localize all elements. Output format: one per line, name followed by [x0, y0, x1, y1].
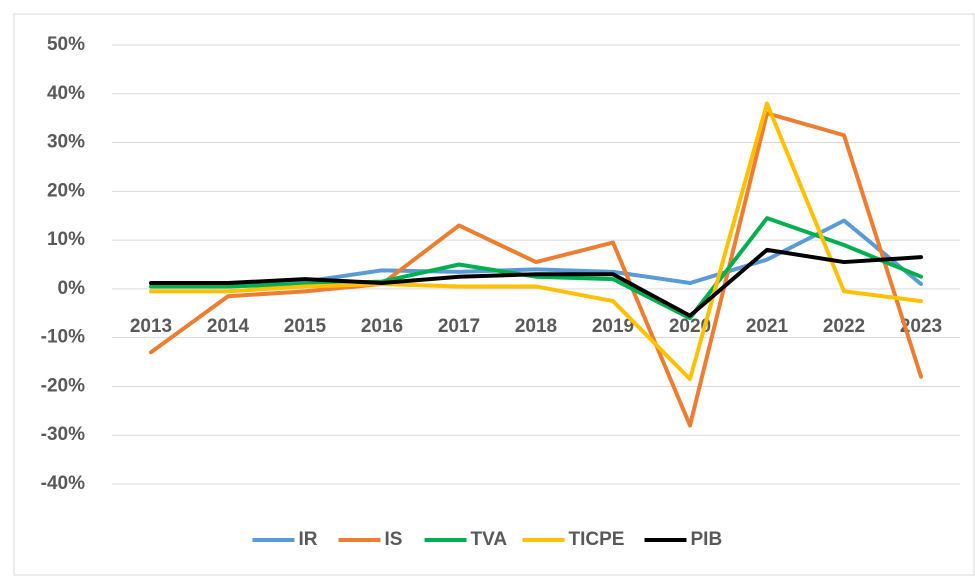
y-tick-label: -20% — [41, 375, 85, 396]
y-tick-label: 50% — [47, 34, 85, 55]
y-tick-label: -10% — [41, 327, 85, 348]
x-tick-label: 2019 — [592, 316, 634, 337]
chart-frame — [13, 13, 975, 576]
x-tick-label: 2017 — [438, 316, 480, 337]
x-tick-label: 2016 — [361, 316, 403, 337]
y-tick-label: 30% — [47, 132, 85, 153]
y-tick-label: -30% — [41, 424, 85, 445]
y-tick-label: -40% — [41, 473, 85, 494]
y-tick-label: 40% — [47, 83, 85, 104]
series-line — [149, 101, 923, 382]
x-tick-label: 2013 — [130, 316, 172, 337]
series-line — [149, 247, 923, 318]
series-line — [149, 111, 923, 428]
x-tick-label: 2022 — [823, 316, 865, 337]
x-tick-label: 2020 — [669, 316, 711, 337]
x-tick-label: 2014 — [207, 316, 250, 337]
x-tick-label: 2018 — [515, 316, 557, 337]
legend-label: IR — [299, 529, 318, 550]
series-line — [149, 216, 923, 321]
x-tick-label: 2023 — [900, 316, 942, 337]
y-tick-label: 10% — [47, 229, 85, 250]
y-tick-label: 20% — [47, 180, 85, 201]
x-tick-label: 2021 — [746, 316, 789, 337]
y-tick-label: 0% — [58, 278, 86, 299]
legend-label: TICPE — [569, 529, 625, 550]
legend-label: IS — [385, 529, 403, 550]
x-tick-label: 2015 — [284, 316, 327, 337]
legend-label: TVA — [471, 529, 508, 550]
legend-label: PIB — [691, 529, 723, 550]
